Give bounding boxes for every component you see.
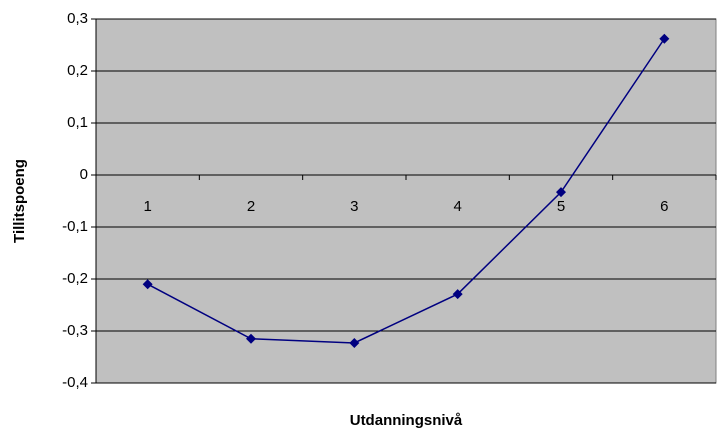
x-axis-title: Utdanningsnivå bbox=[350, 412, 463, 429]
y-tick-label: -0,1 bbox=[62, 218, 88, 235]
point-marker bbox=[659, 33, 670, 44]
y-tick-label: 0,3 bbox=[67, 10, 88, 27]
point-marker bbox=[556, 187, 566, 198]
plot-area bbox=[95, 18, 717, 384]
y-tick-label: 0,2 bbox=[67, 62, 88, 79]
point-marker bbox=[452, 289, 463, 300]
point-marker bbox=[349, 337, 360, 348]
x-tick-label: 4 bbox=[453, 198, 461, 215]
y-tick-label: 0 bbox=[80, 166, 88, 183]
point-marker bbox=[246, 333, 256, 344]
y-tick-label: -0,2 bbox=[62, 270, 88, 287]
y-tick-label: 0,1 bbox=[67, 114, 88, 131]
point-marker bbox=[142, 279, 153, 290]
y-tick-label: -0,3 bbox=[62, 322, 88, 339]
x-tick-label: 6 bbox=[660, 198, 668, 215]
x-tick-label: 1 bbox=[143, 198, 151, 215]
x-tick-label: 3 bbox=[350, 198, 358, 215]
x-tick-label: 2 bbox=[247, 198, 255, 215]
series-line bbox=[147, 38, 665, 344]
y-axis-title: Tillitspoeng bbox=[11, 159, 28, 243]
x-tick-label: 5 bbox=[557, 198, 565, 215]
y-tick-label: -0,4 bbox=[62, 374, 88, 391]
